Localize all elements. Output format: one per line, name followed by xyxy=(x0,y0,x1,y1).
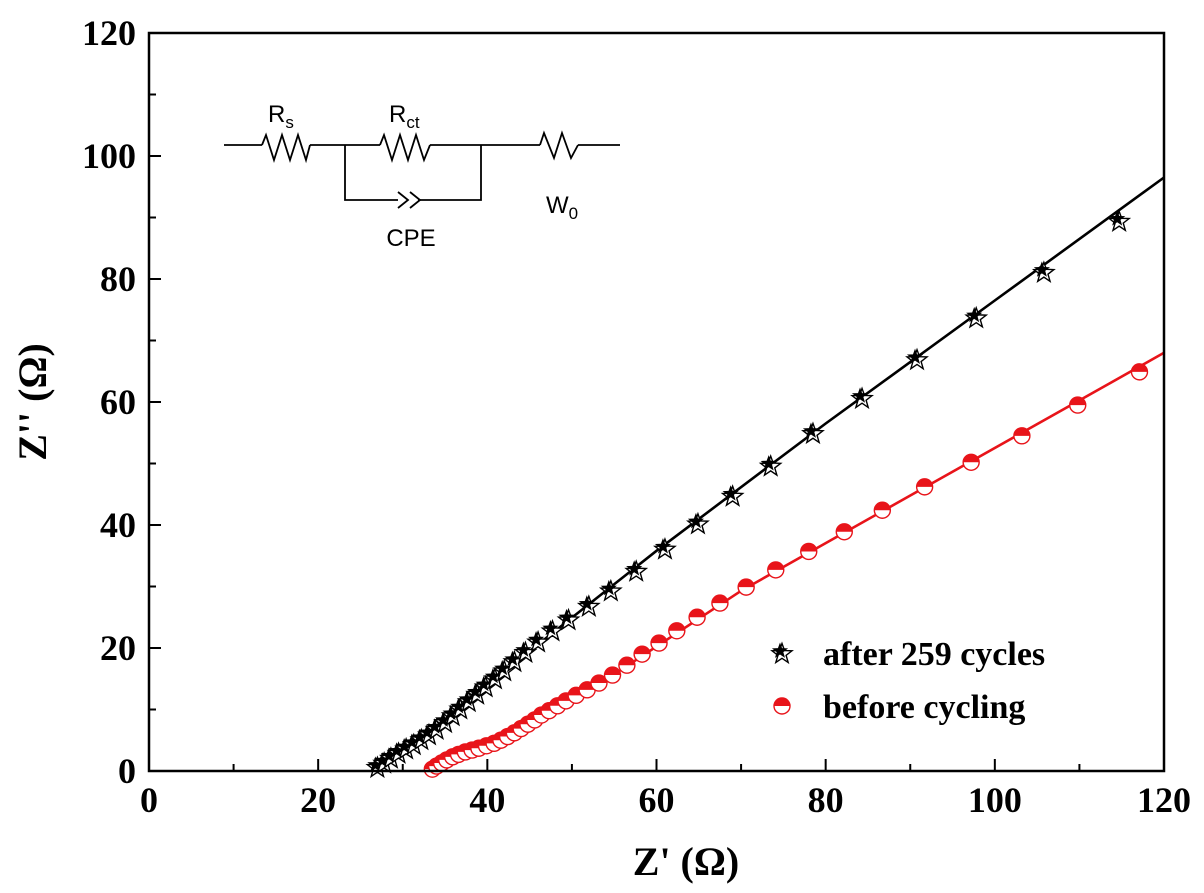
data-point-before-cycling-35 xyxy=(873,501,892,519)
circuit-wires xyxy=(224,144,620,201)
data-point-after-259-cycles-21 xyxy=(556,607,581,631)
equivalent-circuit-inset: Rs Rct CPE W0 xyxy=(224,101,620,252)
data-point-before-cycling-40 xyxy=(1130,363,1149,381)
data-point-before-cycling-30 xyxy=(711,594,729,612)
y-tick-label: 100 xyxy=(82,136,136,176)
rs-label: Rs xyxy=(268,101,294,132)
axis-ticks: 0 20 40 60 80 100 120 0 20 40 60 80 100 120 xyxy=(82,13,1191,820)
data-point-before-cycling-33 xyxy=(800,542,818,561)
legend-marker-after-259-cycles xyxy=(770,641,794,665)
x-tick-label: 40 xyxy=(469,780,505,820)
cpe-label: CPE xyxy=(386,225,435,252)
rct-resistor xyxy=(379,132,431,163)
legend-label-before-cycling: before cycling xyxy=(823,689,1025,726)
x-tick-label: 80 xyxy=(808,780,844,820)
data-point-before-cycling-27 xyxy=(650,634,668,652)
legend-half-circle-icon xyxy=(773,697,791,715)
y-axis-title: Z'' (Ω) xyxy=(10,343,55,461)
data-point-after-259-cycles-26 xyxy=(685,511,710,535)
rs-resistor xyxy=(261,132,311,164)
data-point-after-259-cycles-23 xyxy=(598,578,623,602)
data-point-after-259-cycles-32 xyxy=(964,305,989,329)
data-point-after-259-cycles-31 xyxy=(905,347,929,371)
warburg-element xyxy=(539,130,579,161)
data-point-before-cycling-28 xyxy=(668,622,686,640)
data-point-before-cycling-25 xyxy=(618,656,636,674)
data-point-after-259-cycles-22 xyxy=(576,594,601,617)
y-tick-label: 0 xyxy=(118,751,136,791)
legend-label-after-259-cycles: after 259 cycles xyxy=(823,636,1045,673)
data-point-after-259-cycles-34 xyxy=(1107,209,1132,232)
cpe-element xyxy=(397,191,422,209)
data-point-after-259-cycles-30 xyxy=(850,386,874,410)
data-point-after-259-cycles-24 xyxy=(624,559,649,582)
legend: after 259 cycles before cycling xyxy=(770,636,1045,726)
data-point-after-259-cycles-19 xyxy=(526,629,551,653)
data-point-after-259-cycles-20 xyxy=(540,618,565,642)
data-point-after-259-cycles-27 xyxy=(720,484,745,507)
y-tick-label: 120 xyxy=(82,13,136,53)
legend-star-icon xyxy=(770,641,794,665)
data-point-before-cycling-23 xyxy=(590,674,608,692)
data-point-before-cycling-31 xyxy=(737,578,755,596)
y-tick-label: 40 xyxy=(100,505,136,545)
data-point-before-cycling-37 xyxy=(962,453,980,471)
legend-marker-before-cycling xyxy=(773,697,791,715)
data-point-after-259-cycles-28 xyxy=(758,453,783,477)
data-point-before-cycling-24 xyxy=(603,666,622,684)
data-point-before-cycling-39 xyxy=(1069,396,1087,414)
y-tick-label: 60 xyxy=(100,382,136,422)
x-axis-title: Z' (Ω) xyxy=(633,839,739,884)
x-tick-label: 120 xyxy=(1137,780,1191,820)
data-point-before-cycling-32 xyxy=(767,561,785,579)
plot-marks xyxy=(365,176,1165,779)
data-point-after-259-cycles-33 xyxy=(1031,260,1056,284)
y-tick-label: 20 xyxy=(100,628,136,668)
data-point-after-259-cycles-29 xyxy=(801,421,825,445)
x-tick-label: 0 xyxy=(140,780,158,820)
data-point-before-cycling-34 xyxy=(835,523,853,541)
w0-label: W0 xyxy=(546,192,578,223)
y-tick-label: 80 xyxy=(100,259,136,299)
data-point-before-cycling-38 xyxy=(1013,427,1031,445)
data-point-before-cycling-26 xyxy=(633,645,651,663)
x-tick-label: 60 xyxy=(639,780,675,820)
x-tick-label: 100 xyxy=(968,780,1022,820)
data-point-before-cycling-29 xyxy=(688,608,706,626)
x-tick-label: 20 xyxy=(300,780,336,820)
data-point-after-259-cycles-25 xyxy=(653,537,677,560)
data-point-before-cycling-36 xyxy=(915,478,934,496)
rct-label: Rct xyxy=(389,101,420,132)
